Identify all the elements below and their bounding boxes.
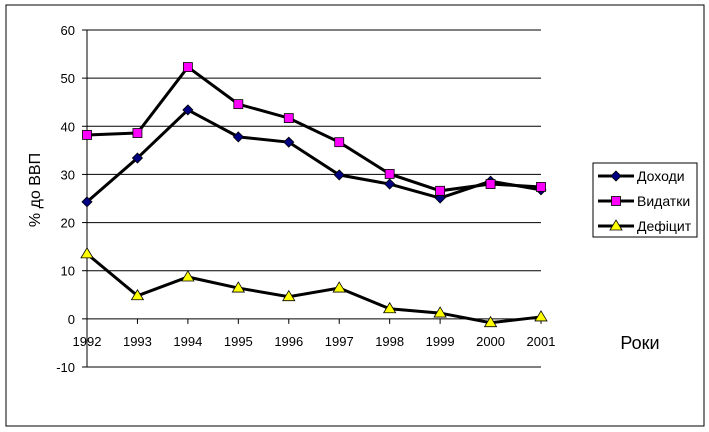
legend-label: Дефіцит — [637, 218, 692, 234]
x-tick-label: 1998 — [375, 334, 404, 349]
series-line — [86, 64, 542, 193]
triangle-marker — [130, 288, 145, 301]
y-tick-label: 40 — [61, 119, 75, 134]
series-line — [86, 108, 542, 204]
series-line — [86, 252, 542, 325]
series-Доходи — [81, 104, 547, 208]
y-tick-label: 50 — [61, 71, 75, 86]
square-marker — [536, 182, 546, 192]
y-tick-label: -10 — [56, 360, 75, 375]
diamond-marker — [610, 170, 622, 182]
series-Дефіцит — [80, 247, 548, 328]
x-tick-label: 1997 — [325, 334, 354, 349]
square-marker — [384, 169, 395, 179]
triangle-marker — [534, 310, 548, 322]
square-marker — [334, 137, 345, 148]
square-marker — [132, 128, 143, 138]
legend-label: Доходи — [637, 168, 685, 184]
y-axis-label: % до ВВП — [27, 153, 44, 227]
triangle-marker — [80, 247, 94, 259]
diamond-marker — [131, 152, 144, 164]
triangle-marker — [231, 281, 246, 293]
diamond-marker — [333, 169, 345, 181]
x-tick-label: 1992 — [73, 334, 102, 349]
x-tick-label: 1994 — [173, 334, 202, 349]
triangle-marker — [382, 301, 397, 314]
diamond-marker — [81, 196, 93, 208]
x-tick-label: 1999 — [426, 334, 455, 349]
square-marker — [182, 62, 193, 72]
triangle-marker — [181, 270, 195, 282]
diamond-marker — [384, 178, 396, 190]
x-tick-label: 1995 — [224, 334, 253, 349]
square-marker — [485, 179, 496, 189]
x-tick-label: 2000 — [476, 334, 505, 349]
y-tick-label: 60 — [61, 23, 75, 38]
square-marker — [611, 196, 621, 206]
diamond-marker — [283, 136, 295, 148]
series-Видатки — [82, 62, 546, 196]
diamond-marker — [232, 131, 244, 143]
y-tick-label: 10 — [61, 264, 75, 279]
y-tick-label: 0 — [68, 312, 75, 327]
triangle-marker — [282, 289, 296, 302]
triangle-marker — [483, 315, 498, 328]
triangle-marker — [609, 219, 623, 231]
y-tick-label: 20 — [61, 216, 75, 231]
x-tick-label: 1996 — [274, 334, 303, 349]
diamond-marker — [182, 104, 194, 116]
x-axis-label: Роки — [620, 333, 659, 353]
square-marker — [82, 130, 92, 140]
triangle-marker — [433, 306, 447, 318]
square-marker — [233, 99, 244, 110]
x-tick-label: 1993 — [123, 334, 152, 349]
square-marker — [435, 185, 446, 196]
y-tick-label: 30 — [61, 167, 75, 182]
legend-label: Видатки — [637, 193, 690, 209]
triangle-marker — [332, 281, 346, 293]
x-tick-label: 2001 — [527, 334, 556, 349]
chart-border — [5, 4, 705, 427]
legend: Доходи Видатки Дефіцит — [592, 162, 698, 238]
square-marker — [283, 113, 294, 124]
